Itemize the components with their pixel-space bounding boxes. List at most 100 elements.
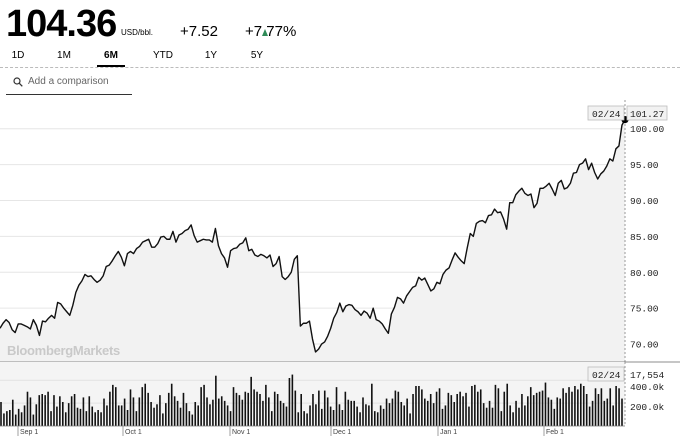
volume-bar [303,411,305,426]
volume-bar [150,402,152,426]
volume-bar [123,398,126,426]
volume-bar [44,395,46,426]
volume-bar [379,405,382,426]
y-tick-label: 100.00 [630,124,665,135]
volume-bar [435,391,438,426]
volume-bar [244,391,247,426]
volume-bar [453,402,456,426]
comparison-input-placeholder[interactable]: Add a comparison [28,76,109,87]
price-unit: USD/bbl. [121,28,154,37]
tab-1d[interactable]: 1D [11,50,25,61]
price-area [0,119,625,362]
volume-bar [70,396,73,426]
volume-bar [26,391,29,426]
volume-bar [41,394,43,426]
volume-bar [256,391,258,426]
volume-bar [9,410,11,426]
volume-bar [603,400,606,426]
volume-bar [153,407,155,426]
volume-tick-200k: 200.0k [630,402,665,413]
volume-bar [156,404,158,426]
volume-bar [462,396,464,426]
volume-bar [112,384,114,426]
volume-bar [220,396,223,426]
volume-bar [176,400,179,426]
volume-bar [350,400,353,426]
x-tick-label: Jan 1 [440,429,457,436]
volume-bar [288,378,291,426]
volume-bar [265,384,267,426]
volume-bar [20,412,23,426]
volume-bar [88,396,91,426]
tab-6m[interactable]: 6M [104,50,118,61]
tab-1y[interactable]: 1Y [204,50,218,61]
volume-bar [597,394,600,426]
volume-hover-date-label: 02/24 [592,370,621,381]
volume-bar [59,396,61,426]
up-arrow-icon [262,29,268,36]
volume-bar [167,392,170,426]
volume-bar [353,400,355,426]
volume-bar [515,400,517,426]
volume-bar [559,398,561,426]
volume-bar [471,386,473,426]
volume-bar [444,405,447,426]
volume-bar [53,395,55,426]
tab-5y[interactable]: 5Y [250,50,264,61]
volume-bar [438,388,441,426]
y-tick-label: 95.00 [630,160,659,171]
volume-bar [465,392,467,426]
volume-bar [600,388,603,426]
volume-bar [406,398,408,426]
volume-bar [391,398,394,426]
volume-bar [432,403,435,426]
x-axis-labels: Sep 1 Oct 1 Nov 1 Dec 1 Jan 1 Feb 1 [17,426,564,436]
volume-bar [606,398,609,426]
volume-bar [338,404,341,426]
y-tick-label: 75.00 [630,304,659,315]
volume-bar [376,412,379,426]
active-tab-indicator [97,65,125,67]
volume-bar [424,398,426,426]
volume-bar [412,394,414,426]
volume-bar [335,387,338,426]
volume-bar [132,397,135,426]
volume-bar [276,394,279,426]
volume-bar [270,411,273,426]
volume-bar [518,407,520,426]
volume-bar [32,414,35,426]
volume-bar [356,406,358,426]
volume-bar [147,392,149,426]
volume-bar [456,394,458,426]
volume-bar [609,388,612,426]
volume-bar [321,408,323,426]
volume-bar [332,410,335,426]
volume-bar [282,403,285,426]
volume-bar [76,407,79,426]
tab-ytd[interactable]: YTD [153,50,173,61]
volume-bar [562,388,564,426]
comparison-search[interactable]: Add a comparison [6,72,132,95]
volume-bar [268,397,270,426]
volume-bar [494,384,497,426]
volume-bar [373,411,376,426]
volume-bar [135,411,138,426]
volume-bar [503,391,506,426]
volume-bar [91,406,94,426]
volume-bar [421,389,423,426]
volume-bar [553,408,556,426]
price-change-percent: +7.77% [245,23,297,40]
tab-1m[interactable]: 1M [57,50,71,61]
y-tick-label: 90.00 [630,196,659,207]
volume-bar [382,408,385,426]
volume-bar [529,387,532,426]
y-tick-label: 70.00 [630,340,659,351]
search-icon [13,77,23,87]
volume-bar [450,395,453,426]
volume-bar [300,394,302,426]
volume-bar [38,395,41,426]
volume-bar [532,395,535,426]
volume-bar [326,397,329,426]
volume-hover-date-box [587,366,625,382]
